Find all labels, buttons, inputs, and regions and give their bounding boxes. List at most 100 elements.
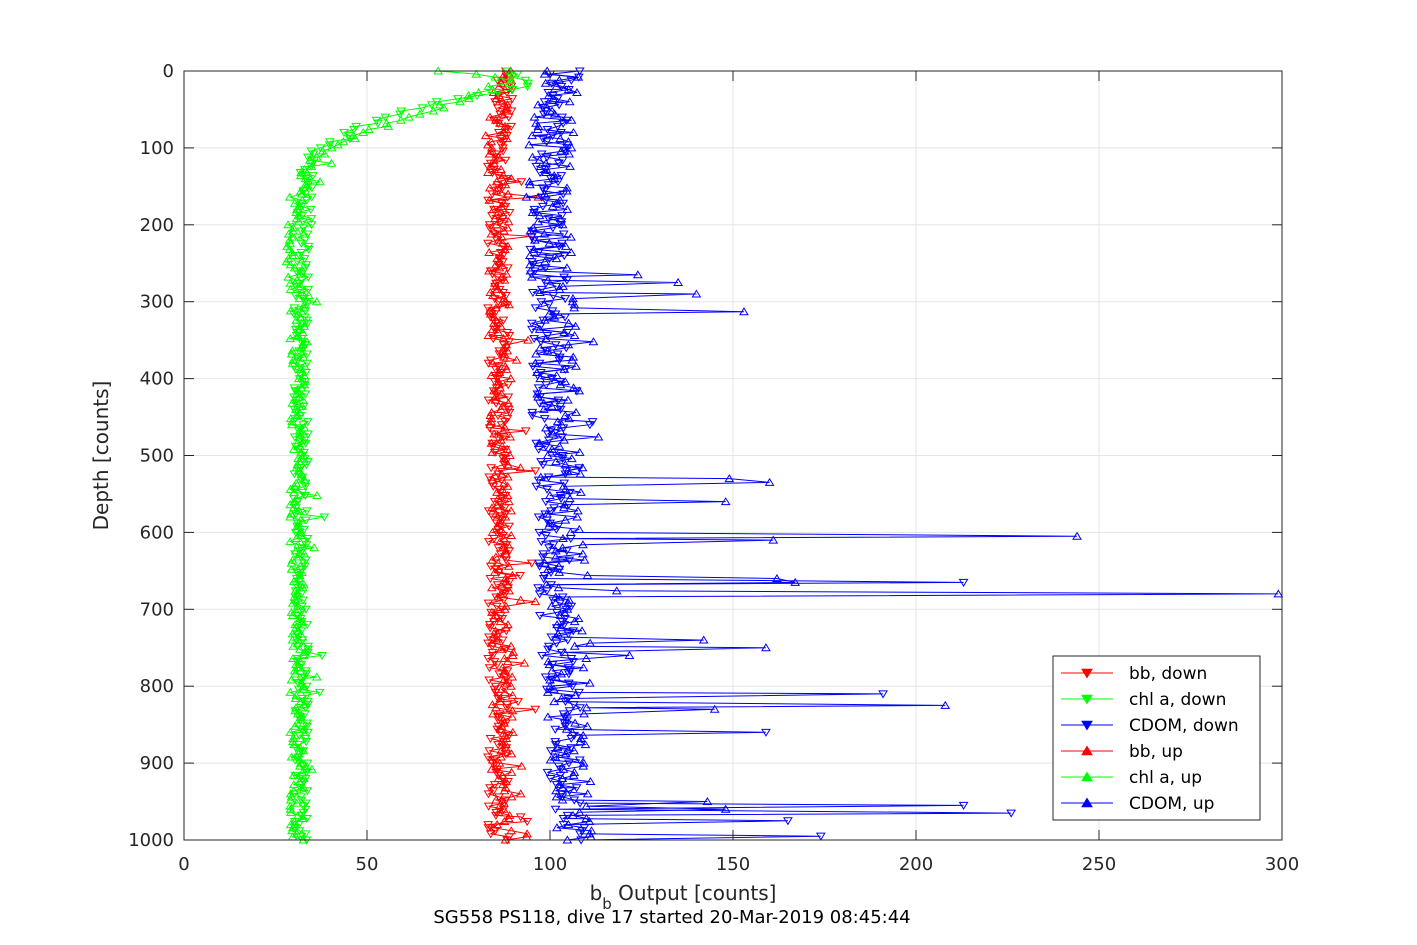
data-point xyxy=(288,503,299,512)
data-point xyxy=(500,361,511,370)
data-point xyxy=(551,198,562,207)
data-point xyxy=(530,467,541,476)
data-point xyxy=(303,290,314,300)
data-point xyxy=(492,629,503,638)
y-tick-label: 1000 xyxy=(128,830,174,851)
data-point xyxy=(490,509,501,518)
data-point xyxy=(547,444,557,453)
data-point xyxy=(559,647,570,656)
data-point xyxy=(301,516,312,525)
data-point xyxy=(499,294,509,303)
data-point xyxy=(490,72,501,81)
data-point xyxy=(500,180,511,189)
legend-marker xyxy=(1081,771,1093,782)
legend-box xyxy=(1052,655,1261,821)
data-point xyxy=(284,192,295,201)
data-point xyxy=(486,143,497,152)
data-point xyxy=(289,487,299,496)
data-point xyxy=(292,663,303,672)
data-point xyxy=(298,435,309,444)
data-point xyxy=(563,630,574,639)
data-point xyxy=(566,232,576,241)
data-point xyxy=(289,263,300,272)
data-point xyxy=(571,407,581,416)
data-point xyxy=(296,266,307,275)
data-point xyxy=(524,177,535,186)
data-point xyxy=(283,272,294,281)
data-point xyxy=(503,561,514,570)
data-point xyxy=(500,783,511,792)
data-point xyxy=(624,650,635,659)
data-point xyxy=(552,608,562,617)
data-point xyxy=(564,414,574,423)
data-point xyxy=(486,417,497,426)
data-point xyxy=(485,112,495,121)
data-point xyxy=(494,367,505,376)
data-point xyxy=(286,420,297,429)
data-point xyxy=(296,527,306,536)
data-point xyxy=(546,79,557,88)
data-point xyxy=(492,487,502,496)
data-point xyxy=(285,334,296,343)
data-point xyxy=(567,682,578,691)
data-point xyxy=(295,441,305,450)
data-point xyxy=(294,429,305,438)
data-point xyxy=(363,124,374,133)
data-point xyxy=(550,592,561,601)
data-point xyxy=(317,651,327,661)
data-point xyxy=(490,392,501,401)
y-tick-label: 400 xyxy=(140,369,174,390)
data-point xyxy=(496,404,506,413)
data-point xyxy=(571,361,581,370)
data-point xyxy=(486,370,497,380)
data-point xyxy=(295,644,305,653)
data-point xyxy=(498,426,508,435)
series-line xyxy=(526,70,1279,841)
data-point xyxy=(486,438,497,447)
data-point xyxy=(284,235,295,244)
data-point xyxy=(285,687,296,696)
data-point xyxy=(554,441,565,450)
data-point xyxy=(299,321,310,330)
data-point xyxy=(500,156,511,165)
data-point xyxy=(302,337,312,346)
data-point xyxy=(484,664,495,673)
data-point xyxy=(309,543,320,552)
data-point xyxy=(292,524,302,533)
data-point xyxy=(493,564,504,573)
data-point xyxy=(287,610,298,619)
data-point xyxy=(878,690,888,699)
data-point xyxy=(486,414,497,423)
data-point xyxy=(298,650,309,659)
data-point xyxy=(299,380,310,389)
data-point xyxy=(531,482,542,491)
data-point xyxy=(289,304,300,313)
data-point xyxy=(519,658,530,667)
data-point xyxy=(292,604,303,613)
data-point xyxy=(578,663,589,672)
data-point xyxy=(522,818,533,827)
data-point xyxy=(296,712,306,721)
data-point xyxy=(579,709,589,718)
legend-entry: CDOM, down xyxy=(1061,716,1239,736)
data-point xyxy=(304,155,315,164)
data-point xyxy=(538,202,548,211)
data-point xyxy=(504,810,515,819)
data-point xyxy=(292,275,302,284)
data-point xyxy=(531,349,541,358)
data-point xyxy=(293,330,303,340)
data-point xyxy=(529,208,539,218)
data-point xyxy=(504,522,514,531)
data-point xyxy=(488,290,498,300)
data-point xyxy=(542,712,553,721)
x-tick-label: 300 xyxy=(1265,854,1299,875)
data-point xyxy=(550,805,561,814)
data-point xyxy=(501,601,511,610)
data-point xyxy=(496,469,507,478)
data-point xyxy=(940,700,951,709)
data-point xyxy=(311,297,322,306)
data-point xyxy=(488,709,498,718)
data-point xyxy=(556,765,566,774)
data-point xyxy=(473,87,484,97)
data-point xyxy=(496,721,507,730)
